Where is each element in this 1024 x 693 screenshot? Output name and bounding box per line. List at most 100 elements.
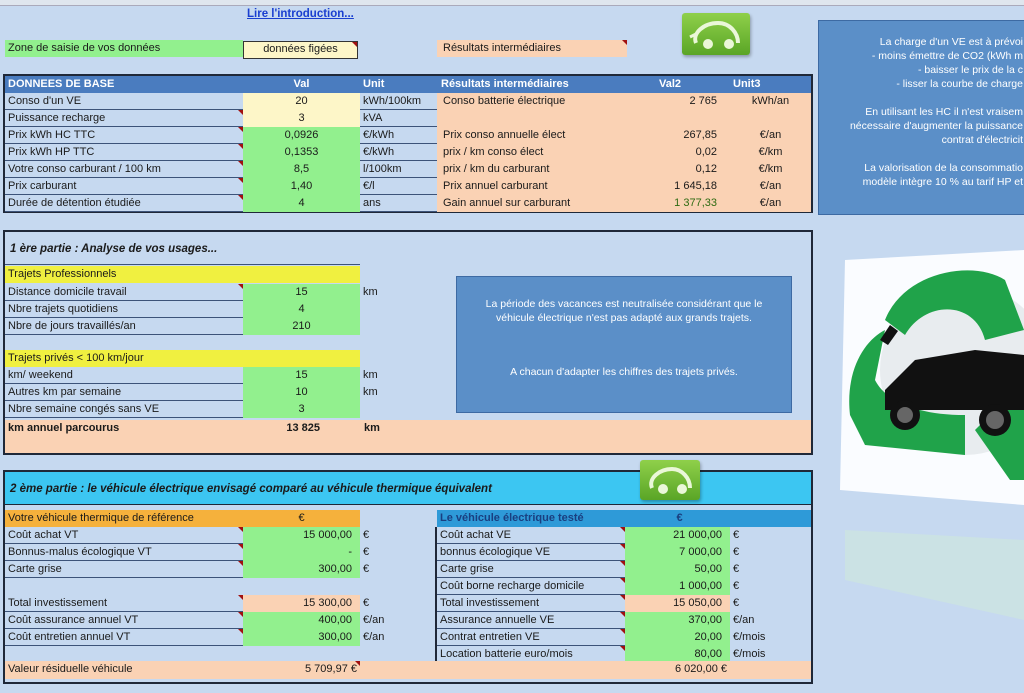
row-value-input[interactable]: 400,00 [243,612,360,629]
ev-car-plug-icon[interactable] [640,460,700,500]
vacation-note-box: La période des vacances est neutralisée … [456,276,792,413]
row-label: Nbre de jours travaillés/an [8,320,136,332]
row-label: Coût achat VE [437,527,625,544]
row-label: bonnus écologique VE [437,544,625,561]
table-row [437,527,730,544]
table-row [5,127,811,144]
row-unit: € [363,563,370,575]
result-value: 2 765 [689,95,717,107]
table-row [5,144,811,161]
column-header-0[interactable]: DONNEES DE BASE [5,76,243,93]
table-row [5,401,360,418]
table-row [5,595,360,612]
private-trips-header: Trajets privés < 100 km/jour [5,350,360,367]
row-value-input[interactable]: 300,00 [243,561,360,578]
row-value-input[interactable]: 0,1353 [243,144,360,161]
row-label: Prix kWh HP TTC [5,144,243,161]
vt-header-unit: € [243,510,360,527]
row-value-input[interactable]: 1 000,00 [625,578,730,595]
column-header-5[interactable]: Unit3 [730,76,811,93]
row-unit: €/l [363,180,375,192]
table-row [437,544,730,561]
row-value-input[interactable]: - [243,544,360,561]
row-unit: € [733,563,740,575]
result-label: Conso batterie électrique [437,93,811,110]
row-unit: €/an [733,614,755,626]
result-label: prix / km conso élect [437,144,811,161]
row-value-input[interactable]: 15 [243,367,360,384]
row-unit: €/mois [733,648,766,660]
table-row [5,195,811,212]
legend-frozen-data[interactable]: données figées [243,41,358,59]
result-label: prix / km du carburant [437,161,811,178]
row-value-input[interactable]: 15 [243,284,360,301]
column-header-1[interactable]: Val [243,76,360,93]
row-value-input[interactable]: 3 [243,401,360,418]
row-value-input[interactable]: 300,00 [243,629,360,646]
row-value-input[interactable]: 370,00 [625,612,730,629]
row-value-input[interactable]: 3 [243,110,360,127]
vt-header: Votre véhicule thermique de référence [5,510,243,527]
row-value-input[interactable]: 20 [243,93,360,110]
row-value-input[interactable]: 20,00 [625,629,730,646]
table-row [437,629,730,646]
side-note-line: - lisser la courbe de charge [896,78,1023,90]
result-value: 267,85 [683,129,717,141]
row-value-input[interactable]: 10 [243,384,360,401]
column-header-4[interactable]: Val2 [610,76,730,93]
result-unit [730,110,811,127]
row-label: Nbre trajets quotidiens [8,303,119,315]
result-label: Prix annuel carburant [437,178,811,195]
row-value-input[interactable]: 0,0926 [243,127,360,144]
row-label: Prix kWh HC TTC [5,127,243,144]
table-row [5,384,360,401]
ev-car-plug-icon[interactable] [682,13,750,55]
row-value-input[interactable]: 7 000,00 [625,544,730,561]
row-unit: km [363,386,378,398]
row-label: Coût achat VT [5,527,243,544]
side-note-line: contrat d'électricit [941,134,1023,146]
row-unit: km [363,369,378,381]
row-value-input[interactable]: 4 [243,301,360,318]
row-unit: kWh/100km [363,95,422,107]
row-value-input[interactable]: 4 [243,195,360,212]
total-km-row: km annuel parcourus 13 825 km [5,420,811,453]
row-value-input[interactable]: 15 000,00 [243,527,360,544]
result-value: 0,02 [695,146,717,158]
table-row [5,527,360,544]
column-header-3[interactable]: Résultats intermédiaires [435,76,610,93]
row-unit: €/an [363,614,385,626]
row-value-input[interactable]: 21 000,00 [625,527,730,544]
row-unit: € [733,529,740,541]
row-label: Prix carburant [5,178,243,195]
row-label: km/ weekend [8,369,73,381]
row-label: Carte grise [5,561,243,578]
row-unit: kVA [363,112,383,124]
row-value-input[interactable]: 50,00 [625,561,730,578]
result-label [437,110,811,127]
row-unit [360,318,420,335]
table-row [5,629,360,646]
row-value-input[interactable]: 80,00 [625,646,730,663]
row-unit: €/an [363,631,385,643]
row-unit: l/100km [363,163,402,175]
part2-title: 2 ème partie : le véhicule électrique en… [10,483,492,495]
column-header-strip [0,0,1024,6]
base-data-table [3,74,813,213]
row-value-input[interactable]: 1,40 [243,178,360,195]
table-row [5,301,360,318]
row-label: Contrat entretien VE [437,629,625,646]
result-label: Gain annuel sur carburant [437,195,811,212]
table-row [437,578,730,595]
row-value-input[interactable]: 210 [243,318,360,335]
column-header-2[interactable]: Unit [360,76,435,93]
row-label: Coût assurance annuel VT [5,612,243,629]
row-value-input[interactable]: 8,5 [243,161,360,178]
side-note-line [819,147,1024,161]
table-row [437,595,730,612]
intro-link[interactable]: Lire l'introduction... [247,8,354,20]
side-note-line [819,91,1024,105]
row-label: Total investissement [437,595,625,612]
residual-value-row: Valeur résiduelle véhicule 5 709,97 € 6 … [5,661,811,679]
row-unit: € [363,597,370,609]
